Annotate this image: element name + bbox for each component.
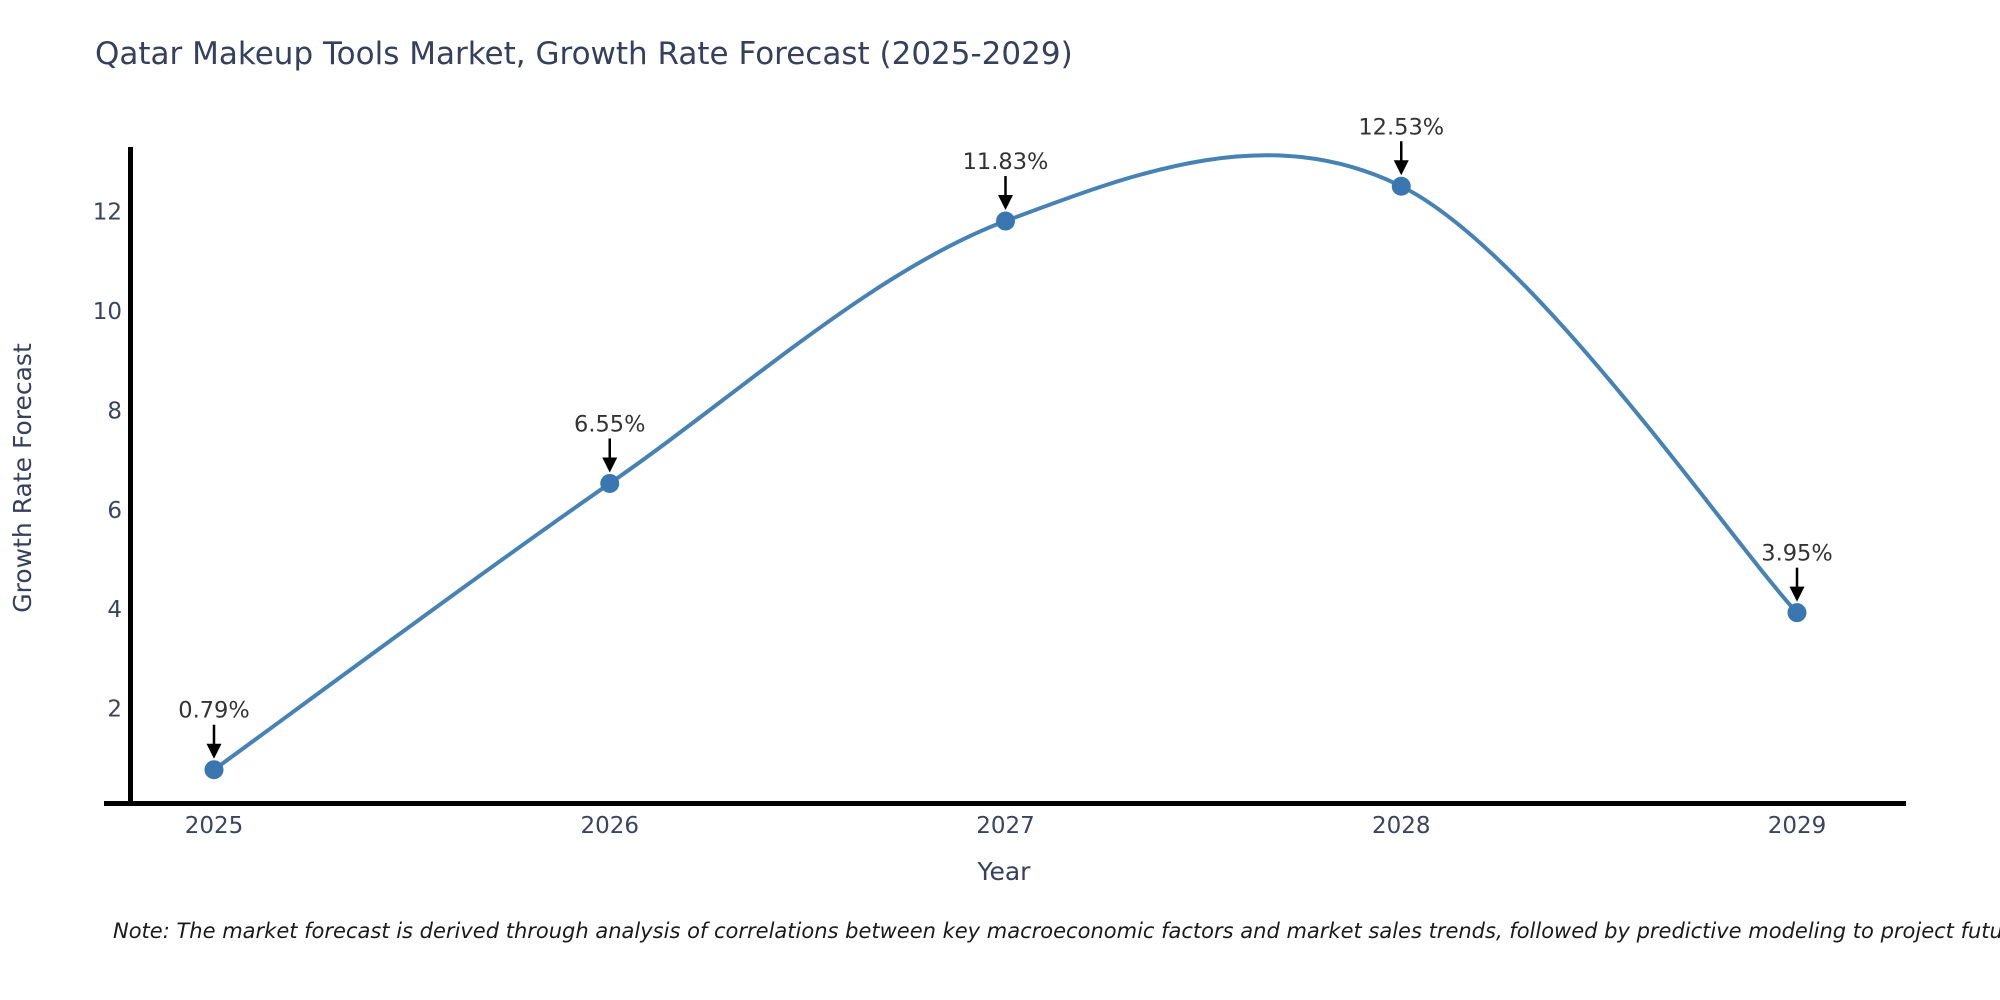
x-tick-label: 2028: [1372, 813, 1431, 839]
annotation-arrow-head: [1789, 586, 1805, 602]
point-value-label: 11.83%: [963, 149, 1049, 175]
x-tick-label: 2025: [185, 813, 244, 839]
data-point-marker: [1391, 176, 1411, 196]
point-value-label: 0.79%: [178, 698, 249, 724]
data-point-marker: [600, 473, 620, 493]
y-tick-label: 6: [107, 498, 122, 524]
y-axis-title: Growth Rate Forecast: [8, 343, 37, 613]
point-value-label: 12.53%: [1358, 114, 1444, 140]
x-tick-label: 2026: [580, 813, 639, 839]
y-tick-label: 12: [93, 200, 122, 226]
annotation-arrow-head: [602, 457, 618, 473]
y-tick-label: 10: [93, 299, 122, 325]
point-value-label: 3.95%: [1761, 541, 1832, 567]
forecast-line: [212, 153, 1799, 772]
plot-area: 2 4 6 8 10 12 2025 2026 2027 2028 2029 0.79% 6.55% 11…: [93, 114, 1833, 839]
footnote: Note: The market forecast is derived thr…: [113, 919, 2000, 943]
point-value-label: 6.55%: [574, 411, 645, 437]
y-tick-label: 8: [107, 398, 122, 424]
chart-title: Qatar Makeup Tools Market, Growth Rate F…: [95, 36, 1073, 72]
annotation-arrow-head: [206, 743, 222, 759]
annotation-arrow-head: [1393, 160, 1409, 176]
data-point-marker: [204, 760, 224, 780]
annotation-arrow-head: [998, 195, 1013, 211]
data-point-marker: [996, 211, 1015, 231]
y-tick-label: 2: [107, 697, 122, 723]
y-tick-label: 4: [107, 597, 122, 623]
x-tick-label: 2029: [1768, 813, 1827, 839]
x-tick-label: 2027: [976, 813, 1035, 839]
x-axis-title: Year: [977, 857, 1032, 886]
data-point-marker: [1787, 603, 1807, 623]
